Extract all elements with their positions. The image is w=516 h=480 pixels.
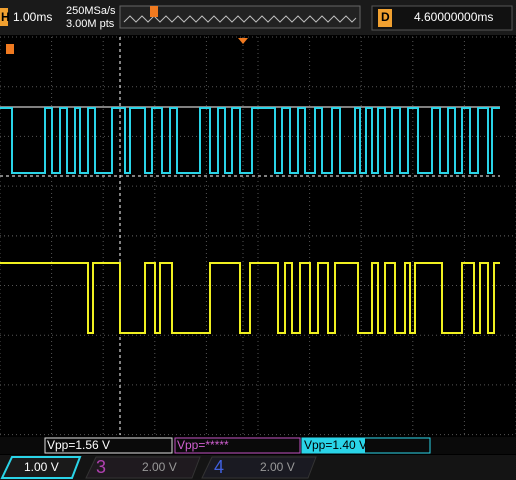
measure-bar (0, 437, 516, 454)
memory-depth: 3.00M pts (66, 18, 115, 30)
trigger-pos (150, 6, 158, 17)
measurement: Vpp=1.40 V (304, 438, 367, 452)
h-badge (0, 8, 8, 26)
channel-scale: 2.00 V (142, 460, 177, 474)
measure-box (174, 437, 301, 454)
measure-box (44, 437, 173, 454)
channel-tab[interactable] (0, 456, 82, 479)
channel-number: 3 (96, 457, 106, 477)
delay-label: D (381, 10, 390, 24)
delay-box (371, 5, 513, 31)
channel-trace (0, 262, 500, 334)
trigger-level (6, 44, 14, 54)
channel-number: 4 (214, 457, 224, 477)
measurement: Vpp=***** (177, 438, 229, 452)
channel-tab[interactable] (85, 456, 201, 479)
channel-tab[interactable] (201, 456, 317, 479)
measure-highlight (302, 438, 365, 453)
measurement: Vpp=1.56 V (47, 438, 110, 452)
memory-wave (123, 15, 357, 23)
channel-scale: 1.00 V (24, 460, 59, 474)
channel-scale: 2.00 V (260, 460, 295, 474)
trigger-marker (238, 38, 248, 44)
channel-trace (0, 107, 500, 174)
delay[interactable]: 4.60000000ms (414, 10, 493, 24)
timebase-label: H (1, 10, 10, 24)
sample-rate: 250MSa/s (66, 5, 116, 17)
memory-bar (119, 5, 361, 29)
timebase[interactable]: 1.00ms (13, 10, 52, 24)
d-badge (378, 9, 392, 27)
